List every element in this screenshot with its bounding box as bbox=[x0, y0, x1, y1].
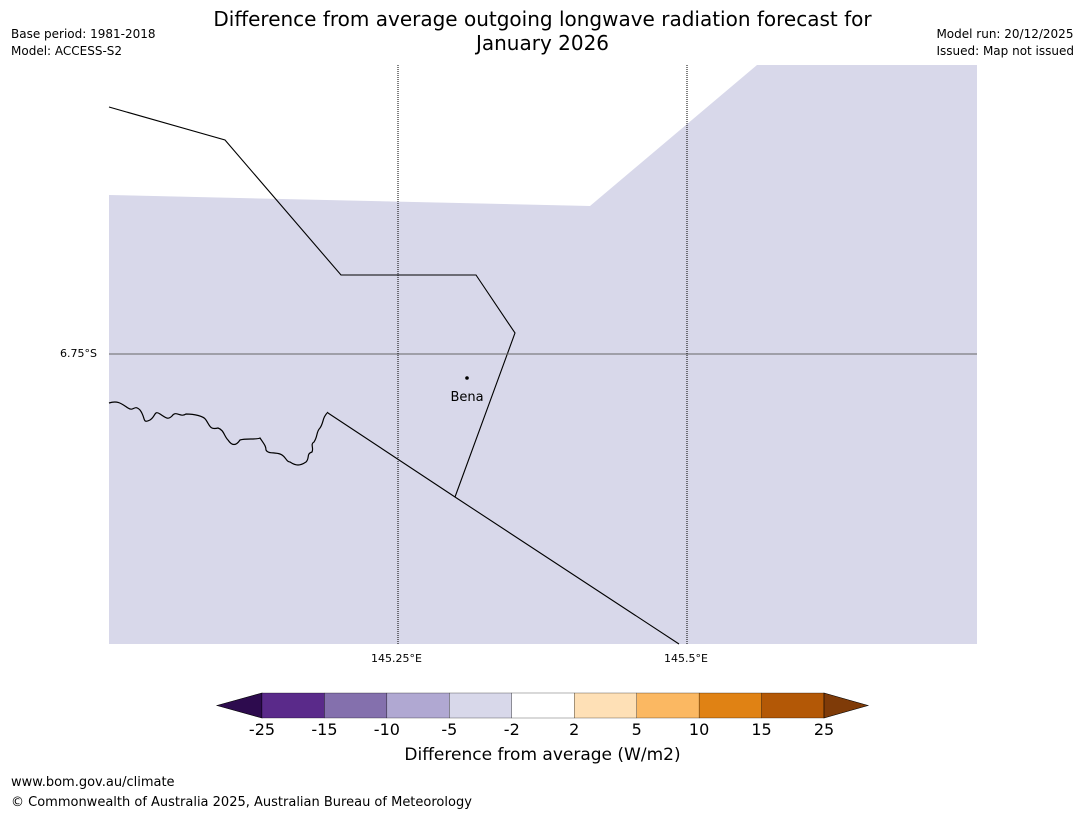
colorbar-extend-low bbox=[215, 692, 263, 719]
colorbar-tick-label: 25 bbox=[813, 720, 835, 739]
colorbar-title: Difference from average (W/m2) bbox=[404, 745, 681, 765]
colorbar bbox=[215, 692, 870, 719]
longitude-label-145-5: 145.5°E bbox=[664, 652, 708, 665]
meta-right: Model run: 20/12/2025 Issued: Map not is… bbox=[936, 26, 1074, 60]
issued-status: Issued: Map not issued bbox=[936, 44, 1074, 58]
colorbar-tick-label: 5 bbox=[631, 720, 642, 739]
colorbar-segment bbox=[636, 692, 700, 719]
model-run: Model run: 20/12/2025 bbox=[936, 27, 1074, 41]
colorbar-segment bbox=[511, 692, 575, 719]
model-name: Model: ACCESS-S2 bbox=[11, 44, 123, 58]
colorbar-segment bbox=[449, 692, 512, 719]
town-label: Bena bbox=[450, 390, 483, 405]
latitude-label: 6.75°S bbox=[60, 347, 97, 360]
title-line-1: Difference from average outgoing longwav… bbox=[213, 7, 872, 31]
colorbar-segment bbox=[386, 692, 450, 719]
colorbar-tick-label: -10 bbox=[373, 720, 400, 739]
footer-copyright: © Commonwealth of Australia 2025, Austra… bbox=[11, 795, 472, 810]
longitude-label-145-25: 145.25°E bbox=[371, 652, 422, 665]
colorbar-tick-label: -15 bbox=[311, 720, 338, 739]
colorbar-tick-label: 10 bbox=[688, 720, 710, 739]
province-boundary-2 bbox=[327, 412, 680, 645]
colorbar-tick-label: -2 bbox=[503, 720, 520, 739]
colorbar-segment bbox=[324, 692, 388, 719]
colorbar-tick-label: 2 bbox=[569, 720, 580, 739]
coastline bbox=[108, 401, 329, 466]
colorbar-tick-label: -5 bbox=[441, 720, 458, 739]
colorbar-segment bbox=[261, 692, 325, 719]
colorbar-tick-label: -25 bbox=[248, 720, 276, 739]
colorbar-segment bbox=[698, 692, 762, 719]
meta-left: Base period: 1981-2018 Model: ACCESS-S2 bbox=[11, 26, 156, 60]
base-period: Base period: 1981-2018 bbox=[11, 27, 156, 41]
colorbar-segment bbox=[574, 692, 637, 719]
colorbar-extend-high bbox=[823, 692, 870, 719]
map-title: Difference from average outgoing longwav… bbox=[150, 7, 935, 55]
title-line-2: January 2026 bbox=[475, 31, 610, 55]
footer-url[interactable]: www.bom.gov.au/climate bbox=[11, 775, 175, 790]
colorbar-tick-label: 15 bbox=[751, 720, 772, 739]
town-marker bbox=[465, 376, 469, 380]
province-boundary-1 bbox=[108, 106, 516, 498]
colorbar-segment bbox=[761, 692, 825, 719]
